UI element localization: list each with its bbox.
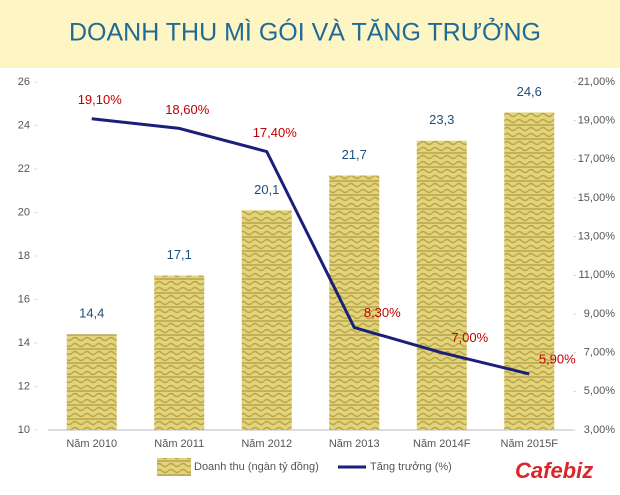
bar — [154, 275, 205, 430]
y-tick-label: 16 — [18, 293, 30, 305]
y2-tick-label: 7,00% — [584, 347, 615, 359]
chart-title: DOANH THU MÌ GÓI VÀ TĂNG TRƯỞNG — [69, 17, 541, 47]
bar — [504, 112, 555, 430]
value-label: 19,10% — [78, 92, 123, 107]
value-label: 18,60% — [165, 102, 210, 117]
bar — [66, 334, 117, 430]
legend-label: Tăng trưởng (%) — [370, 461, 452, 473]
y-tick-label: 22 — [18, 163, 30, 175]
line — [91, 117, 530, 376]
y-tick-label: 26 — [18, 76, 30, 88]
bar — [241, 210, 292, 430]
legend-swatch — [157, 458, 191, 476]
y-tick-label: 20 — [18, 206, 30, 218]
value-label: 8,30% — [364, 305, 401, 320]
title-banner — [0, 0, 620, 68]
value-label: 17,1 — [167, 247, 192, 262]
y2-tick-label: 13,00% — [578, 231, 616, 243]
x-tick-label: Năm 2015F — [501, 438, 559, 450]
value-label: 7,00% — [451, 330, 488, 345]
y-tick-label: 24 — [18, 119, 30, 131]
x-tick-label: Năm 2014F — [413, 438, 471, 450]
y2-tick-label: 15,00% — [578, 192, 616, 204]
y2-tick-label: 21,00% — [578, 76, 616, 88]
y2-tick-label: 3,00% — [584, 424, 615, 436]
value-label: 5,90% — [539, 351, 576, 366]
x-tick-label: Năm 2012 — [241, 438, 292, 450]
value-label: 20,1 — [254, 182, 279, 197]
y-tick-label: 12 — [18, 380, 30, 392]
y2-tick-label: 17,00% — [578, 153, 616, 165]
y2-tick-label: 11,00% — [579, 269, 616, 281]
value-label: 14,4 — [79, 306, 104, 321]
y-tick-label: 14 — [18, 337, 30, 349]
value-label: 23,3 — [429, 112, 454, 127]
x-tick-label: Năm 2011 — [154, 438, 204, 450]
y-tick-label: 10 — [18, 424, 30, 436]
y2-tick-label: 9,00% — [584, 308, 615, 320]
logo: Cafebiz — [515, 458, 593, 483]
y2-tick-label: 5,00% — [584, 385, 615, 397]
value-label: 21,7 — [342, 147, 367, 162]
x-tick-label: Năm 2010 — [66, 438, 117, 450]
x-tick-label: Năm 2013 — [329, 438, 380, 450]
value-label: 17,40% — [253, 125, 298, 140]
y-tick-label: 18 — [18, 250, 30, 262]
bar — [416, 140, 467, 430]
legend-label: Doanh thu (ngàn tỷ đồng) — [194, 461, 319, 473]
y2-tick-label: 19,00% — [578, 115, 616, 127]
value-label: 24,6 — [517, 84, 542, 99]
bar — [329, 175, 380, 430]
